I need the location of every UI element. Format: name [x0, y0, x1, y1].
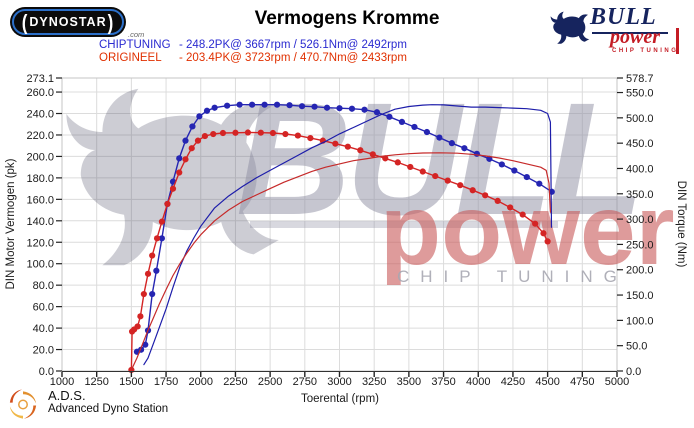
svg-text:200.0: 200.0 [626, 265, 654, 277]
svg-text:50.0: 50.0 [626, 341, 647, 353]
svg-text:Toerental (rpm): Toerental (rpm) [301, 393, 379, 405]
svg-text:240.0: 240.0 [26, 109, 54, 121]
svg-text:5000: 5000 [605, 376, 629, 388]
svg-text:260.0: 260.0 [26, 87, 54, 99]
svg-text:550.0: 550.0 [626, 88, 654, 100]
page-title: Vermogens Kromme [254, 8, 440, 29]
dynostar-paren-left: ( [21, 10, 29, 34]
svg-text:2500: 2500 [258, 376, 282, 388]
svg-text:DIN Torque (Nm): DIN Torque (Nm) [675, 181, 687, 268]
legend-series-name: CHIPTUNING [99, 39, 171, 51]
legend-series-value: - 248.2PK@ 3667rpm / 526.1Nm@ 2492rpm [179, 39, 407, 51]
svg-text:CHIP TUNING: CHIP TUNING [397, 267, 628, 286]
svg-text:120.0: 120.0 [26, 237, 54, 249]
svg-text:578.7: 578.7 [626, 73, 654, 85]
ads-name: A.D.S. [48, 388, 86, 403]
legend-row-chiptuning: CHIPTUNING - 248.2PK@ 3667rpm / 526.1Nm@ … [99, 39, 407, 52]
svg-text:1500: 1500 [119, 376, 143, 388]
svg-text:140.0: 140.0 [26, 216, 54, 228]
svg-text:4000: 4000 [466, 376, 490, 388]
svg-text:0.0: 0.0 [39, 366, 54, 378]
chiptuning-logo-text: CHIP TUNING [612, 48, 679, 54]
svg-text:2250: 2250 [223, 376, 247, 388]
dynostar-paren-right: ) [107, 10, 115, 34]
svg-text:0.0: 0.0 [626, 366, 641, 378]
svg-text:1250: 1250 [84, 376, 108, 388]
svg-text:2000: 2000 [189, 376, 213, 388]
svg-text:BULL: BULL [236, 69, 639, 248]
svg-text:60.0: 60.0 [33, 302, 54, 314]
svg-text:200.0: 200.0 [26, 151, 54, 163]
bull-logo-underline [592, 32, 668, 34]
svg-text:150.0: 150.0 [626, 290, 654, 302]
svg-text:DIN Motor Vermogen (pk): DIN Motor Vermogen (pk) [5, 158, 17, 289]
dynostar-brand-name: DYNOSTAR [29, 15, 107, 29]
svg-text:100.0: 100.0 [26, 259, 54, 271]
svg-text:3000: 3000 [327, 376, 351, 388]
svg-text:80.0: 80.0 [33, 280, 54, 292]
dotcom-label: .com [128, 30, 145, 39]
svg-text:300.0: 300.0 [626, 214, 654, 226]
svg-text:350.0: 350.0 [626, 189, 654, 201]
red-bar-accent [676, 28, 679, 54]
svg-text:4750: 4750 [570, 376, 594, 388]
svg-text:220.0: 220.0 [26, 130, 54, 142]
svg-text:power: power [380, 174, 674, 286]
dynostar-logo: ( DYNOSTAR ) [10, 7, 126, 37]
svg-text:4250: 4250 [501, 376, 525, 388]
legend-series-name: ORIGINEEL [99, 51, 162, 64]
svg-text:100.0: 100.0 [626, 315, 654, 327]
ads-logo: A.D.S. Advanced Dyno Station [8, 388, 168, 421]
svg-text:3750: 3750 [431, 376, 455, 388]
svg-text:3250: 3250 [362, 376, 386, 388]
ads-subtitle: Advanced Dyno Station [48, 403, 169, 415]
legend: CHIPTUNING - 248.2PK@ 3667rpm / 526.1Nm@ … [99, 39, 407, 64]
legend-series-value: - 203.4PK@ 3723rpm / 470.7Nm@ 2433rpm [179, 51, 407, 64]
svg-text:400.0: 400.0 [626, 163, 654, 175]
svg-text:4500: 4500 [535, 376, 559, 388]
svg-text:500.0: 500.0 [626, 113, 654, 125]
svg-text:1000: 1000 [50, 376, 74, 388]
svg-text:1750: 1750 [154, 376, 178, 388]
dynostar-logo-ring [12, 9, 124, 35]
bullpower-logo: BULL power CHIP TUNING [548, 4, 686, 56]
svg-text:20.0: 20.0 [33, 345, 54, 357]
svg-text:3500: 3500 [397, 376, 421, 388]
dynostar-logo-text: ( DYNOSTAR ) [21, 10, 115, 34]
svg-text:160.0: 160.0 [26, 194, 54, 206]
svg-text:40.0: 40.0 [33, 323, 54, 335]
svg-text:450.0: 450.0 [626, 138, 654, 150]
ads-swirl-icon [9, 389, 37, 419]
legend-row-origineel: ORIGINEEL - 203.4PK@ 3723rpm / 470.7Nm@ 2… [99, 52, 407, 65]
bull-icon [550, 11, 590, 44]
svg-text:250.0: 250.0 [626, 239, 654, 251]
svg-text:2750: 2750 [293, 376, 317, 388]
bull-logo-text: BULL [590, 4, 657, 30]
svg-text:273.1: 273.1 [26, 73, 54, 85]
svg-text:180.0: 180.0 [26, 173, 54, 185]
power-logo-text: power [610, 26, 660, 48]
